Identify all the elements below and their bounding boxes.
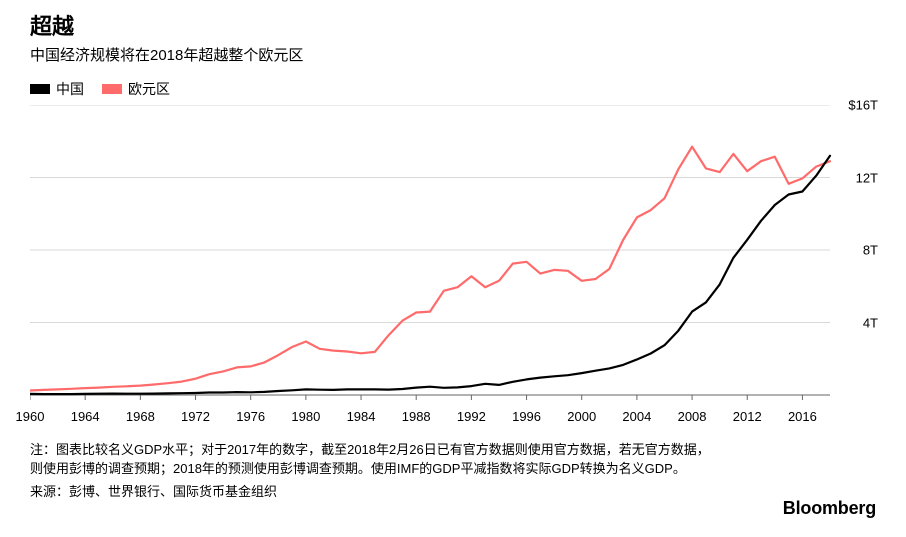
x-tick-label: 2012 bbox=[733, 409, 762, 424]
y-tick-label: 8T bbox=[863, 243, 878, 258]
x-tick-label: 2008 bbox=[678, 409, 707, 424]
x-tick-label: 1976 bbox=[236, 409, 265, 424]
legend-item-china: 中国 bbox=[30, 79, 84, 99]
chart-footnote: 注：图表比较名义GDP水平；对于2017年的数字，截至2018年2月26日已有官… bbox=[30, 441, 710, 479]
legend: 中国 欧元区 bbox=[30, 79, 876, 99]
x-tick-label: 2016 bbox=[788, 409, 817, 424]
x-tick-label: 2004 bbox=[622, 409, 651, 424]
chart-subtitle: 中国经济规模将在2018年超越整个欧元区 bbox=[30, 44, 876, 65]
brand-logo: Bloomberg bbox=[783, 498, 876, 519]
legend-label-eurozone: 欧元区 bbox=[128, 79, 170, 99]
y-tick-label: 12T bbox=[856, 170, 878, 185]
y-tick-label: $16T bbox=[848, 98, 878, 113]
x-tick-label: 1960 bbox=[16, 409, 45, 424]
legend-swatch-eurozone bbox=[102, 84, 122, 94]
legend-swatch-china bbox=[30, 84, 50, 94]
y-tick-label: 4T bbox=[863, 315, 878, 330]
legend-item-eurozone: 欧元区 bbox=[102, 79, 170, 99]
x-tick-label: 1980 bbox=[291, 409, 320, 424]
x-tick-label: 1964 bbox=[71, 409, 100, 424]
x-tick-label: 1992 bbox=[457, 409, 486, 424]
x-tick-label: 1972 bbox=[181, 409, 210, 424]
x-tick-label: 1988 bbox=[402, 409, 431, 424]
x-axis-labels: 1960196419681972197619801984198819921996… bbox=[30, 409, 830, 431]
x-tick-label: 1968 bbox=[126, 409, 155, 424]
chart-area: 4T8T12T$16T bbox=[30, 105, 876, 405]
x-tick-label: 1984 bbox=[347, 409, 376, 424]
chart-title: 超越 bbox=[30, 14, 876, 40]
x-tick-label: 1996 bbox=[512, 409, 541, 424]
x-tick-label: 2000 bbox=[567, 409, 596, 424]
chart-source: 来源：彭博、世界银行、国际货币基金组织 bbox=[30, 481, 876, 500]
legend-label-china: 中国 bbox=[56, 79, 84, 99]
chart-container: 超越 中国经济规模将在2018年超越整个欧元区 中国 欧元区 4T 8T 12T $1… bbox=[0, 0, 906, 537]
line-chart-svg bbox=[30, 105, 876, 405]
